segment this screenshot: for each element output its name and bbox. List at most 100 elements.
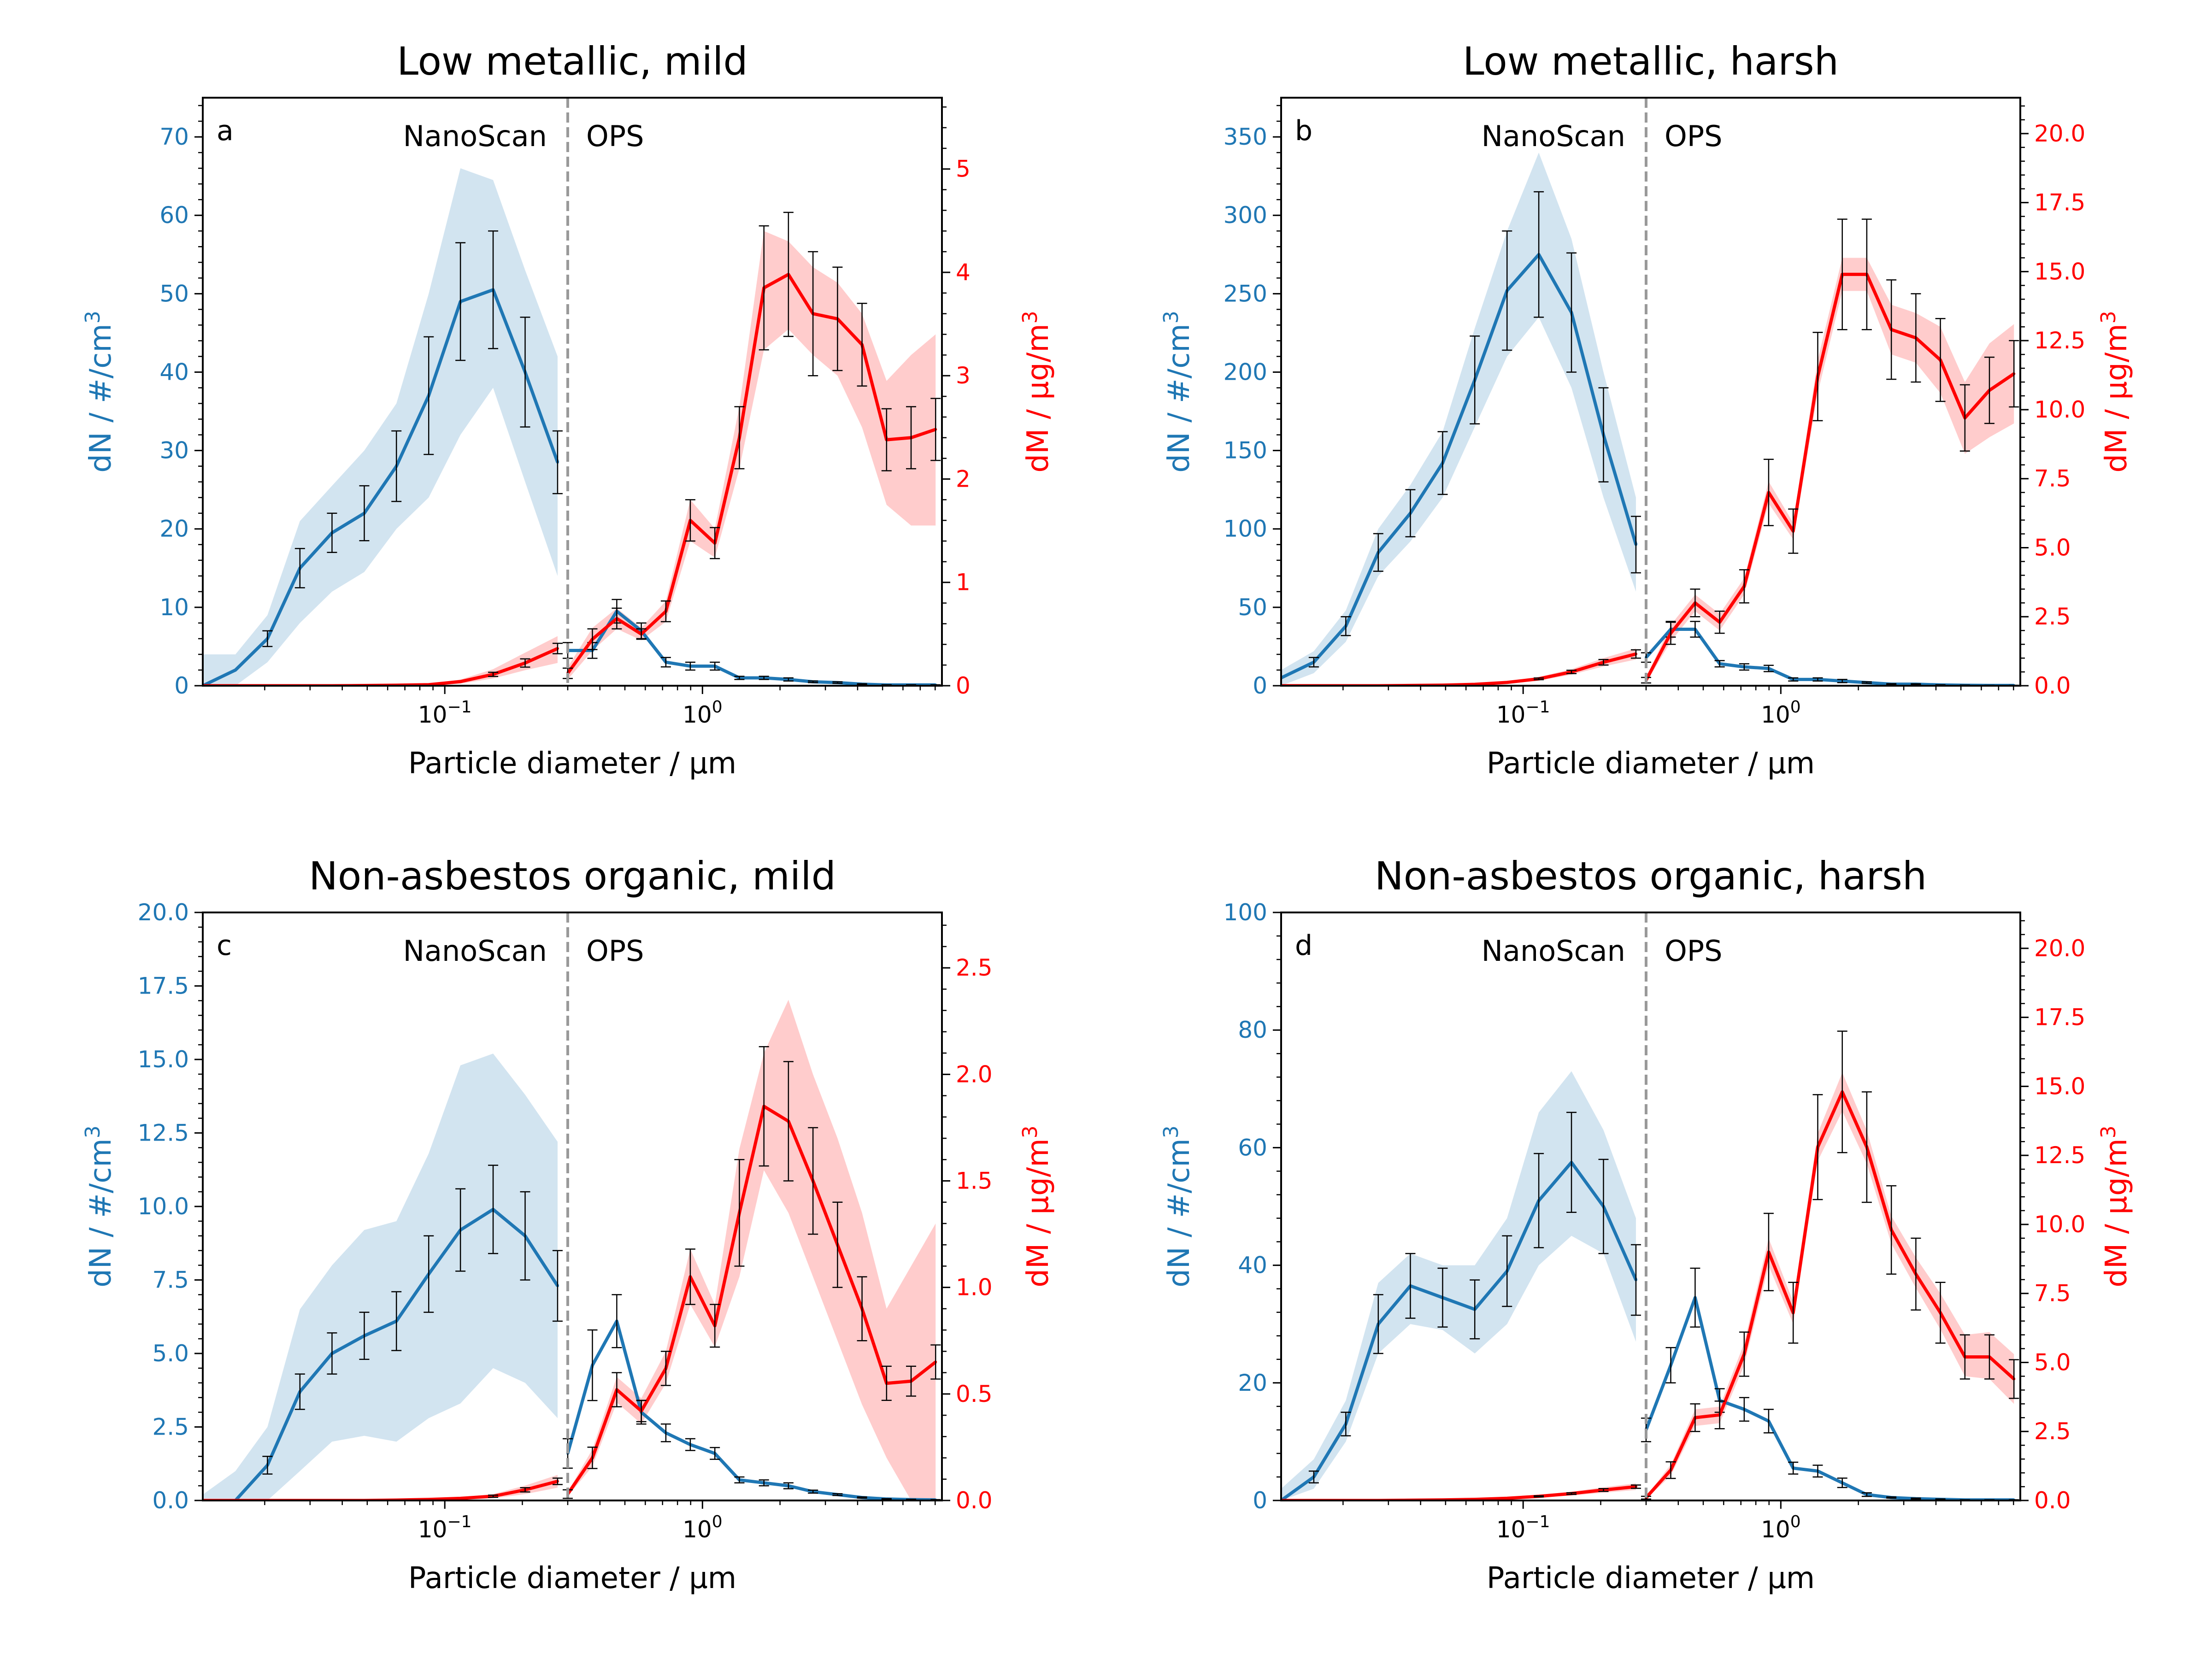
error-bar: [1911, 293, 1921, 383]
x-tick-label: 100: [1761, 1512, 1801, 1543]
error-bar: [832, 1493, 843, 1496]
y-tick-label-left: 40: [159, 359, 189, 385]
y-tick-label-left: 80: [1238, 1017, 1267, 1043]
series-line-dM-3: [566, 272, 936, 675]
error-bar: [1437, 431, 1448, 495]
data-point: [1506, 681, 1509, 684]
y-tick-label-left: 100: [1224, 899, 1267, 926]
error-bar: [391, 430, 402, 502]
error-bar: [1886, 1496, 1897, 1499]
y-tick-label-left: 20: [159, 516, 189, 542]
y-axis-label-right-exponent: 3: [2097, 1125, 2120, 1138]
error-bar: [1812, 1465, 1823, 1478]
error-bar: [1665, 1461, 1676, 1479]
error-bar: [930, 398, 941, 461]
y-axis-label-left-exponent: 3: [81, 311, 105, 324]
error-bar: [1502, 1235, 1512, 1307]
error-bar: [587, 628, 598, 650]
instrument-label-nanoscan: NanoScan: [403, 934, 547, 968]
plot-frame: [1280, 912, 2021, 1501]
error-bar: [710, 661, 720, 671]
y-tick-label-right: 5: [956, 156, 971, 182]
x-tick-label: 10−1: [418, 1512, 472, 1543]
x-tick-label-base: 10: [682, 1516, 712, 1543]
error-bar: [1534, 191, 1544, 318]
y-axis-label-right-exponent: 3: [2097, 311, 2120, 324]
error-bar: [1837, 1477, 1847, 1488]
y-tick-label-right: 1: [956, 569, 971, 596]
y-axis-label-right-exponent: 3: [1018, 311, 1042, 324]
y-tick-label-right: 12.5: [2034, 1142, 2085, 1169]
error-bar: [1739, 569, 1749, 604]
error-bar: [1690, 588, 1700, 618]
data-point: [1506, 1497, 1509, 1500]
y-tick-label-right: 2: [956, 465, 971, 492]
error-bar: [636, 1400, 647, 1423]
y-tick-label-left: 0: [174, 672, 189, 699]
y-tick-label-left: 5.0: [152, 1340, 189, 1367]
error-bar: [1763, 1212, 1774, 1291]
x-tick-label-exponent: 0: [712, 698, 723, 717]
y-tick-label-left: 0.0: [152, 1487, 189, 1514]
error-bar: [1739, 1331, 1749, 1377]
y-tick-label-left: 15.0: [138, 1046, 189, 1073]
instrument-label-ops: OPS: [1665, 934, 1723, 968]
error-bar: [1788, 677, 1799, 682]
series-line-dN-0: [1281, 1160, 1638, 1500]
x-tick-label-base: 10: [418, 1516, 447, 1543]
error-bar: [1861, 1492, 1872, 1497]
y-axis-label-left-text: dN / #/cm: [1162, 1138, 1196, 1287]
error-bar: [660, 600, 671, 623]
error-bar: [783, 677, 794, 682]
x-tick-label-exponent: −1: [1525, 1512, 1550, 1531]
y-tick-label-right: 7.5: [2034, 1280, 2071, 1307]
y-tick-label-left: 100: [1224, 516, 1267, 542]
y-tick-label-left: 250: [1224, 280, 1267, 307]
x-tick-label-base: 10: [1496, 701, 1526, 728]
y-tick-label-right: 5.0: [2034, 534, 2071, 561]
x-tick-label-exponent: −1: [447, 1512, 471, 1531]
error-bar: [1308, 1470, 1319, 1483]
series-line-dN-1: [567, 609, 936, 686]
y-tick-label-left: 150: [1224, 437, 1267, 464]
error-bar: [857, 683, 867, 685]
error-bar: [832, 266, 843, 371]
y-tick-label-left: 300: [1224, 202, 1267, 229]
y-axis-label-right-text: dM / μg/m: [2100, 324, 2134, 472]
error-bar: [294, 1373, 305, 1410]
data-point: [459, 680, 462, 683]
error-bar: [1984, 356, 1995, 424]
y-tick-label-right: 1.0: [956, 1274, 993, 1301]
error-bar: [660, 1423, 671, 1442]
error-bar: [759, 676, 769, 680]
y-tick-label-right: 2.0: [956, 1061, 993, 1088]
error-bar: [685, 499, 695, 542]
error-bar: [612, 1294, 622, 1348]
y-tick-label-right: 5.0: [2034, 1349, 2071, 1376]
error-bar: [685, 1248, 695, 1305]
error-bar: [1788, 508, 1799, 554]
panel-c: 0.0 2.5 5.0 7.5 10.0 12.5 15.0 17.5 20.0 0.0 0.5 1.…: [81, 853, 1055, 1595]
error-bar: [734, 676, 745, 680]
y-tick-label-right: 1.5: [956, 1168, 993, 1194]
y-tick-label-left: 0: [1253, 1487, 1267, 1514]
instrument-label-nanoscan: NanoScan: [403, 119, 547, 153]
y-axis-label-right-text: dM / μg/m: [2100, 1138, 2134, 1287]
y-tick-label-left: 50: [159, 280, 189, 307]
error-bar: [1665, 1347, 1676, 1384]
error-bar: [2009, 340, 2019, 408]
error-bar: [552, 430, 563, 494]
y-tick-label-left: 10.0: [138, 1193, 189, 1220]
y-axis-label-right: dM / μg/m3: [1018, 1125, 1055, 1287]
x-axis-label: Particle diameter / μm: [408, 1561, 736, 1595]
y-tick-label-left: 20: [1238, 1370, 1267, 1396]
y-tick-label-right: 3: [956, 362, 971, 389]
x-tick-label-base: 10: [1761, 701, 1790, 728]
error-bar: [1812, 331, 1823, 422]
error-bar: [1812, 677, 1823, 682]
panel-letter: a: [217, 115, 234, 147]
error-bar: [832, 1201, 843, 1288]
x-tick-label-exponent: −1: [447, 698, 471, 717]
error-bar: [808, 251, 818, 377]
